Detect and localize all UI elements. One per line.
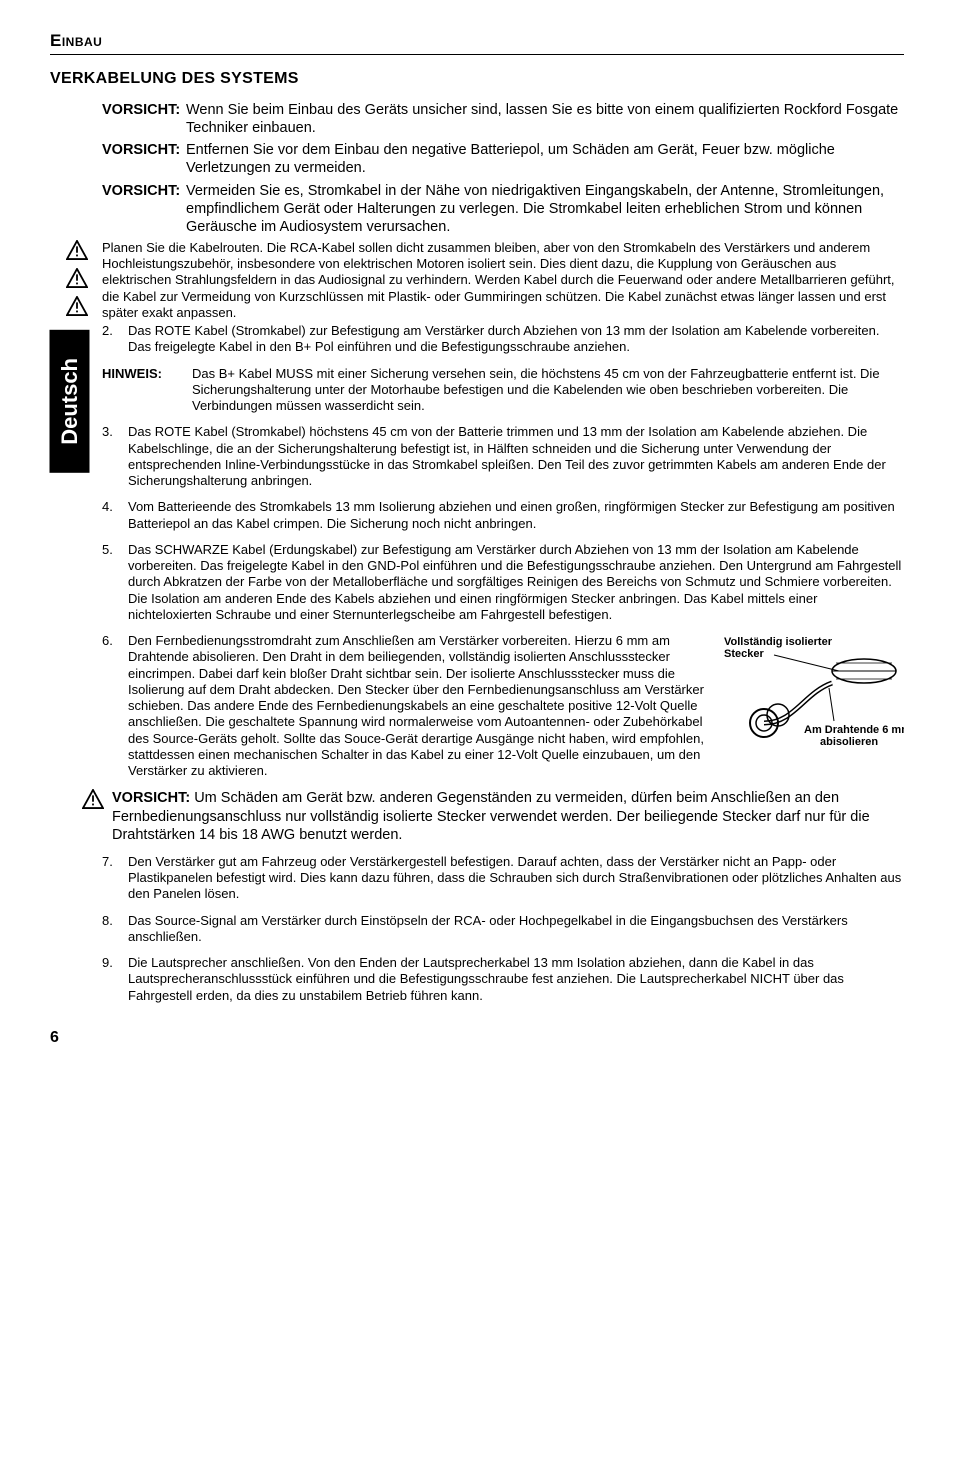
step-number: 6. [102, 633, 128, 779]
step-number: 4. [102, 499, 128, 532]
caution-label: VORSICHT: [102, 141, 186, 177]
section-title: Einbau [50, 31, 102, 50]
main-heading: VERKABELUNG DES SYSTEMS [50, 69, 904, 89]
bottom-caution: VORSICHT: Um Schäden am Gerät bzw. ander… [112, 789, 904, 843]
step-text: Vom Batterieende des Stromkabels 13 mm I… [128, 499, 904, 532]
caution-text: Vermeiden Sie es, Stromkabel in der Nähe… [186, 182, 904, 236]
step-number: 3. [102, 424, 128, 489]
hinweis-text: Das B+ Kabel MUSS mit einer Sicherung ve… [192, 366, 904, 415]
caution-text: Wenn Sie beim Einbau des Geräts unsicher… [186, 101, 904, 137]
step-text: Das ROTE Kabel (Stromkabel) zur Befestig… [128, 323, 904, 356]
caution-text: Entfernen Sie vor dem Einbau den negativ… [186, 141, 904, 177]
page-number: 6 [50, 1028, 904, 1048]
caution-label: VORSICHT: [102, 101, 186, 137]
svg-text:Am Drahtende 6 mm: Am Drahtende 6 mm [804, 724, 904, 736]
step-text: Den Verstärker gut am Fahrzeug oder Vers… [128, 854, 904, 903]
step-number: 9. [102, 955, 128, 1004]
step-number: 2. [102, 323, 128, 356]
warning-icon [66, 240, 88, 260]
language-tab: Deutsch [50, 330, 90, 473]
step-number: 7. [102, 854, 128, 903]
warning-icon [66, 296, 88, 316]
step-text: Das ROTE Kabel (Stromkabel) höchstens 45… [128, 424, 904, 489]
step-text: Das Source-Signal am Verstärker durch Ei… [128, 913, 904, 946]
step-text: Die Lautsprecher anschließen. Von den En… [128, 955, 904, 1004]
step-number: 5. [102, 542, 128, 623]
step-number: 8. [102, 913, 128, 946]
caution-label: VORSICHT: [102, 182, 186, 236]
svg-text:abisolieren: abisolieren [820, 736, 878, 748]
warning-icon [66, 268, 88, 288]
svg-text:Stecker: Stecker [724, 648, 764, 660]
step-text: Das SCHWARZE Kabel (Erdungskabel) zur Be… [128, 542, 904, 623]
hinweis-label: HINWEIS: [102, 366, 192, 415]
fig-label: Vollständig isolierter [724, 636, 833, 648]
connector-figure: Vollständig isolierter Stecker Am Drahte… [724, 633, 904, 758]
step-text: Vollständig isolierter Stecker Am Drahte… [128, 633, 904, 779]
step-1-text: Planen Sie die Kabelrouten. Die RCA-Kabe… [102, 240, 895, 320]
warning-icon [82, 789, 104, 809]
